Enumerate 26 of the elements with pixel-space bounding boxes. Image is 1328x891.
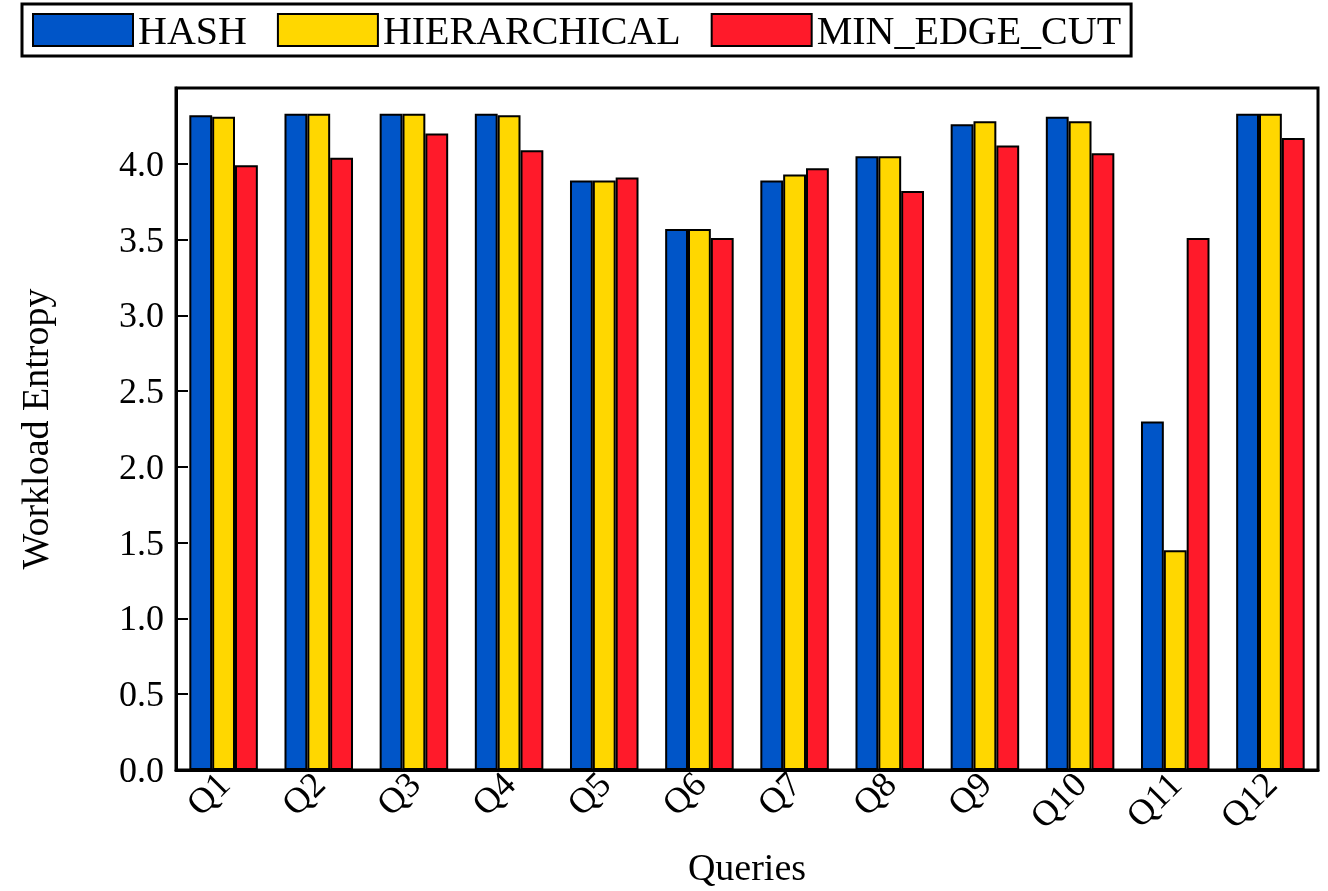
legend-label: MIN_EDGE_CUT: [816, 7, 1122, 53]
y-tick-label: 2.0: [119, 446, 164, 487]
x-tick-label: Q7: [749, 763, 809, 824]
x-tick-label: Q6: [654, 763, 714, 824]
x-tick-label: Q2: [273, 763, 333, 824]
y-tick-label: 3.0: [119, 295, 164, 336]
x-axis-title: Queries: [687, 846, 807, 888]
x-tick-label: Q12: [1212, 763, 1285, 836]
legend-label: HASH: [138, 7, 247, 53]
y-tick-label: 1.5: [119, 522, 164, 563]
y-tick-label: 0.5: [119, 674, 164, 715]
x-tick-label: Q11: [1118, 763, 1190, 836]
y-tick-label: 0.0: [119, 750, 164, 790]
x-tick-label: Q10: [1022, 763, 1095, 836]
x-tick-label: Q1: [178, 763, 238, 824]
y-axis-title: Workload Entropy: [14, 288, 56, 570]
x-tick-label: Q9: [939, 763, 1000, 824]
x-tick-label: Q8: [844, 763, 904, 824]
y-tick-label: 4.0: [119, 143, 164, 184]
y-tick-label: 1.0: [119, 598, 164, 639]
y-tick-label: 3.5: [119, 219, 164, 260]
legend-label: HIERARCHICAL: [382, 7, 681, 53]
x-tick-label: Q4: [463, 763, 524, 824]
x-tick-label: Q5: [559, 763, 619, 824]
y-tick-label: 2.5: [119, 371, 164, 412]
x-tick-label: Q3: [368, 763, 429, 824]
